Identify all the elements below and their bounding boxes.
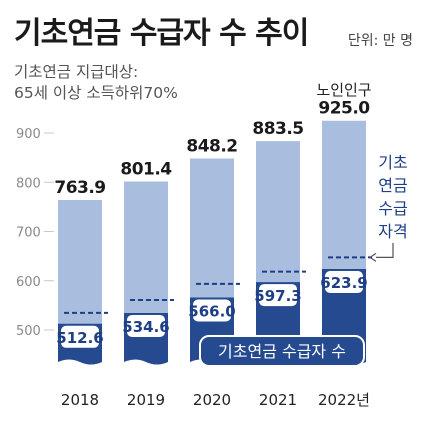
eligibility-label-line: 연금 — [378, 176, 407, 195]
recipient-legend-label: 기초연금 수급자 수 — [218, 342, 346, 361]
recipient-value-label: 566.0 — [188, 302, 235, 320]
recipient-value-label: 623.9 — [320, 274, 367, 292]
elderly-population-bar — [58, 200, 102, 365]
unit-label: 단위: 만 명 — [347, 33, 413, 49]
recipient-value-box — [61, 325, 99, 348]
subtitle-line-1: 기초연금 지급대상: — [14, 63, 139, 81]
elderly-value-label: 925.0 — [318, 99, 370, 119]
recipient-value-box — [325, 270, 363, 293]
x-tick-label: 2019 — [127, 391, 165, 409]
y-tick-label: 700 — [16, 226, 41, 241]
subtitle-line-2: 65세 이상 소득하위70% — [14, 84, 178, 102]
recipient-value-box — [259, 284, 297, 307]
y-tick-label: 900 — [16, 127, 41, 142]
elderly-population-label: 노인인구 — [316, 81, 371, 99]
subtitle: 기초연금 지급대상: 65세 이상 소득하위70% — [14, 62, 178, 104]
eligibility-pointer-arrowhead — [368, 252, 377, 262]
chart-title: 기초연금 수급자 수 추이 — [14, 16, 309, 51]
y-tick-label: 600 — [16, 275, 41, 290]
recipient-value-label: 534.6 — [122, 318, 169, 336]
recipient-value-box — [193, 299, 231, 322]
y-tick-label: 800 — [16, 176, 41, 191]
elderly-value-label: 883.5 — [252, 119, 303, 139]
x-tick-label: 2021 — [259, 391, 297, 409]
recipient-value-box — [127, 314, 165, 337]
eligibility-pointer-line — [376, 243, 394, 258]
recipient-value-label: 512.6 — [56, 329, 103, 347]
x-tick-label: 2018 — [61, 391, 99, 409]
eligibility-label-line: 수급 — [378, 199, 407, 218]
recipient-value-label: 597.3 — [254, 287, 301, 305]
x-tick-label: 2020 — [193, 391, 231, 409]
elderly-value-label: 848.2 — [186, 137, 237, 157]
eligibility-label-line: 기초 — [378, 153, 407, 172]
elderly-value-label: 801.4 — [120, 160, 172, 180]
y-tick-label: 500 — [16, 324, 41, 339]
recipient-legend-pill — [199, 335, 365, 367]
elderly-value-label: 763.9 — [54, 178, 105, 198]
eligibility-label-line: 자격 — [378, 222, 407, 241]
x-tick-label: 2022년 — [318, 391, 370, 409]
